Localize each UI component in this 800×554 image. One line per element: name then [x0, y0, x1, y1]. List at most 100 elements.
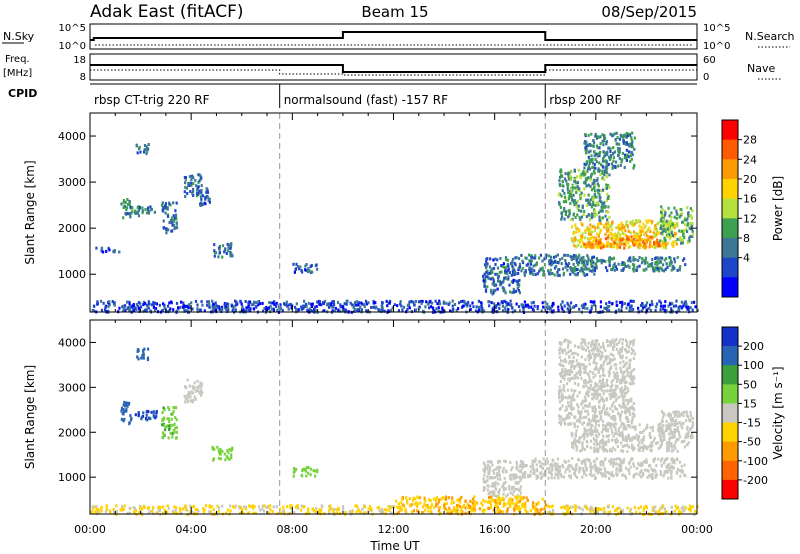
- power-data-cell: [648, 243, 652, 247]
- power-data-cell: [665, 219, 668, 223]
- power-data-cell: [303, 299, 306, 303]
- velocity-data-cell: [174, 511, 177, 515]
- power-data-cell: [499, 281, 502, 284]
- velocity-data-cell: [622, 398, 625, 402]
- velocity-data-cell: [623, 391, 626, 395]
- power-data-cell: [500, 270, 503, 274]
- velocity-data-cell: [629, 465, 632, 469]
- velocity-data-cell: [673, 444, 676, 448]
- velocity-data-cell: [193, 386, 196, 390]
- velocity-data-cell: [619, 388, 622, 392]
- power-data-cell: [221, 244, 225, 248]
- power-data-cell: [687, 221, 690, 225]
- power-data-cell: [609, 155, 612, 159]
- power-data-cell: [131, 210, 134, 214]
- velocity-data-cell: [651, 477, 654, 480]
- power-data-cell: [218, 251, 221, 255]
- velocity-data-cell: [617, 429, 620, 433]
- velocity-data-cell: [190, 390, 193, 394]
- power-data-cell: [127, 308, 131, 312]
- power-data-cell: [617, 154, 620, 157]
- power-data-cell: [589, 227, 592, 231]
- power-data-cell: [591, 144, 594, 148]
- velocity-data-cell: [490, 476, 494, 480]
- power-data-cell: [664, 230, 667, 234]
- power-data-cell: [631, 153, 634, 157]
- velocity-data-cell: [611, 471, 614, 475]
- power-data-cell: [573, 169, 576, 173]
- power-colorbar-swatch: [722, 198, 738, 219]
- power-data-cell: [386, 304, 389, 308]
- velocity-data-cell: [493, 491, 496, 494]
- velocity-data-cell: [583, 399, 586, 403]
- power-data-cell: [670, 268, 673, 272]
- velocity-data-cell: [619, 366, 622, 370]
- power-data-cell: [120, 202, 123, 206]
- power-data-cell: [590, 216, 593, 220]
- power-data-cell: [517, 305, 521, 309]
- power-data-cell: [294, 268, 297, 271]
- power-data-cell: [557, 305, 560, 309]
- power-data-cell: [545, 253, 548, 257]
- power-data-cell: [631, 239, 634, 243]
- velocity-data-cell: [600, 387, 603, 391]
- power-data-cell: [146, 147, 149, 151]
- velocity-data-cell: [560, 474, 563, 478]
- power-data-cell: [488, 272, 491, 276]
- power-data-cell: [585, 140, 588, 144]
- power-data-cell: [587, 167, 590, 171]
- velocity-data-cell: [606, 449, 609, 453]
- power-data-cell: [623, 302, 626, 306]
- power-data-cell: [585, 160, 588, 164]
- velocity-data-cell: [592, 361, 595, 364]
- power-data-cell: [592, 255, 596, 259]
- velocity-data-cell: [585, 365, 588, 369]
- power-data-cell: [619, 236, 622, 240]
- power-data-cell: [673, 206, 676, 210]
- power-data-cell: [504, 266, 507, 270]
- velocity-data-cell: [559, 469, 562, 473]
- power-data-cell: [624, 229, 627, 233]
- power-colorbar-tick-label: 28: [743, 134, 757, 147]
- velocity-data-cell: [522, 475, 526, 478]
- power-data-cell: [560, 211, 563, 215]
- velocity-data-cell: [600, 409, 604, 413]
- power-data-cell: [617, 223, 621, 227]
- power-data-cell: [673, 257, 676, 261]
- power-data-cell: [638, 219, 641, 223]
- velocity-data-cell: [615, 457, 618, 461]
- velocity-data-cell: [149, 509, 152, 513]
- power-data-cell: [339, 305, 342, 309]
- power-data-cell: [270, 307, 273, 311]
- velocity-data-cell: [619, 381, 622, 385]
- velocity-data-cell: [134, 509, 137, 513]
- power-data-cell: [561, 174, 564, 178]
- power-data-cell: [304, 302, 307, 306]
- velocity-data-cell: [162, 424, 166, 428]
- velocity-data-cell: [141, 513, 144, 517]
- power-data-cell: [534, 273, 537, 277]
- velocity-data-cell: [208, 505, 211, 509]
- velocity-data-cell: [122, 507, 125, 511]
- velocity-data-cell: [210, 505, 213, 508]
- velocity-data-cell: [666, 457, 669, 461]
- power-data-cell: [194, 178, 197, 182]
- velocity-data-cell: [497, 459, 500, 463]
- power-data-cell: [563, 191, 566, 195]
- velocity-data-cell: [689, 434, 692, 438]
- velocity-data-cell: [620, 410, 624, 414]
- velocity-data-cell: [643, 446, 646, 450]
- power-data-cell: [663, 258, 666, 262]
- power-data-cell: [633, 266, 636, 270]
- power-data-cell: [573, 176, 576, 180]
- power-data-cell: [126, 212, 129, 215]
- power-data-cell: [633, 240, 636, 244]
- velocity-data-cell: [559, 389, 562, 393]
- power-colorbar-tick-label: 24: [743, 153, 757, 166]
- power-data-cell: [530, 255, 533, 259]
- velocity-data-cell: [669, 428, 672, 432]
- power-data-cell: [486, 271, 489, 275]
- power-data-cell: [582, 170, 585, 174]
- power-data-cell: [566, 185, 569, 189]
- velocity-data-cell: [257, 505, 261, 509]
